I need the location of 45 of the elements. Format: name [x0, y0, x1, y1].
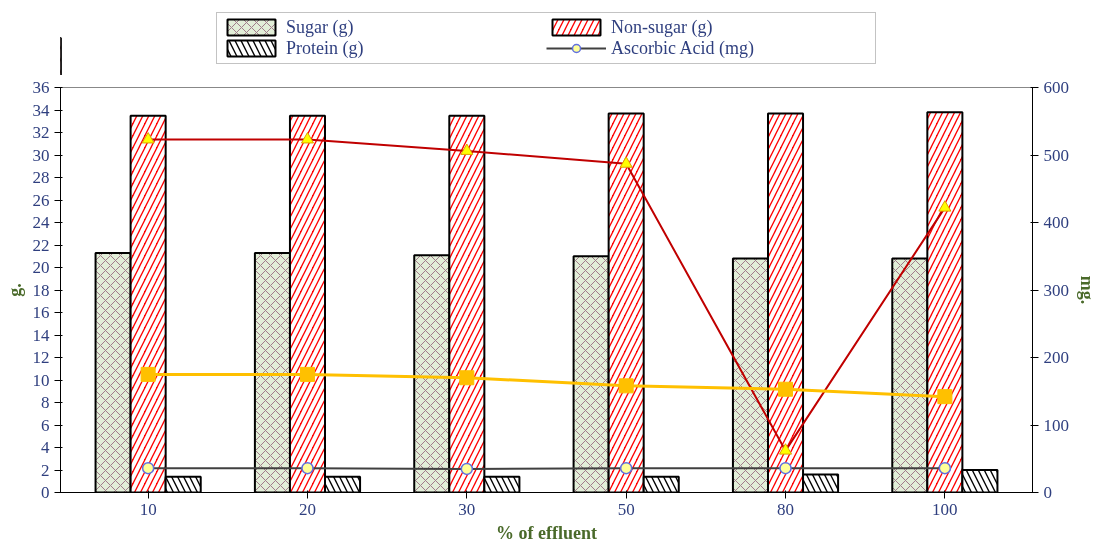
point [778, 381, 794, 397]
y-tick-label: 10 [32, 370, 50, 390]
y-tick-label: 22 [32, 235, 50, 255]
y-axis-title: g. [4, 283, 25, 297]
y-tick-label: 16 [32, 303, 50, 322]
y-tick-label: 14 [32, 325, 50, 345]
point [459, 370, 475, 386]
y-tick-label: 34 [32, 100, 50, 120]
x-tick-label: 30 [458, 499, 476, 519]
x-tick-label: 10 [139, 499, 157, 519]
point [299, 366, 315, 382]
y2-tick-label: 300 [1043, 280, 1069, 300]
y-tick-label: 30 [32, 145, 50, 165]
y-tick-label: 0 [41, 483, 50, 502]
y2-tick-label: 500 [1043, 145, 1069, 165]
y2-axis-title: mg. [1077, 275, 1097, 305]
point [937, 389, 953, 405]
point [140, 366, 156, 382]
y-tick-label: 8 [41, 393, 50, 412]
y-tick-label: 28 [32, 168, 50, 187]
y-tick-label: 2 [41, 460, 50, 480]
y-tick-label: 20 [32, 258, 50, 277]
y-tick-label: 6 [41, 415, 50, 435]
y2-tick-label: 100 [1043, 415, 1069, 435]
y-tick-label: 26 [32, 190, 50, 210]
legend-label: Protein (g) [286, 37, 365, 59]
y-tick-label: 36 [32, 78, 50, 97]
x-axis-title: % of effluent [496, 522, 597, 543]
y-tick-label: 12 [32, 348, 50, 367]
legend-label: Sugar (g) [286, 16, 355, 38]
legend-label: Ascorbic Acid (mg) [611, 37, 755, 59]
y-tick-label: 18 [32, 280, 50, 300]
x-tick-label: 50 [617, 499, 635, 519]
x-tick-label: 100 [932, 499, 958, 519]
y-tick-label: 32 [32, 123, 50, 142]
y2-tick-label: 400 [1043, 213, 1069, 232]
y-tick-label: 4 [41, 438, 50, 457]
point [618, 378, 634, 394]
x-tick-label: 80 [777, 499, 795, 519]
x-tick-label: 20 [298, 499, 316, 519]
y-tick-label: 24 [32, 213, 50, 232]
y2-tick-label: 200 [1043, 348, 1069, 367]
legend-label: Non-sugar (g) [611, 16, 714, 38]
y2-tick-label: 600 [1043, 78, 1069, 97]
y2-tick-label: 0 [1043, 483, 1052, 502]
